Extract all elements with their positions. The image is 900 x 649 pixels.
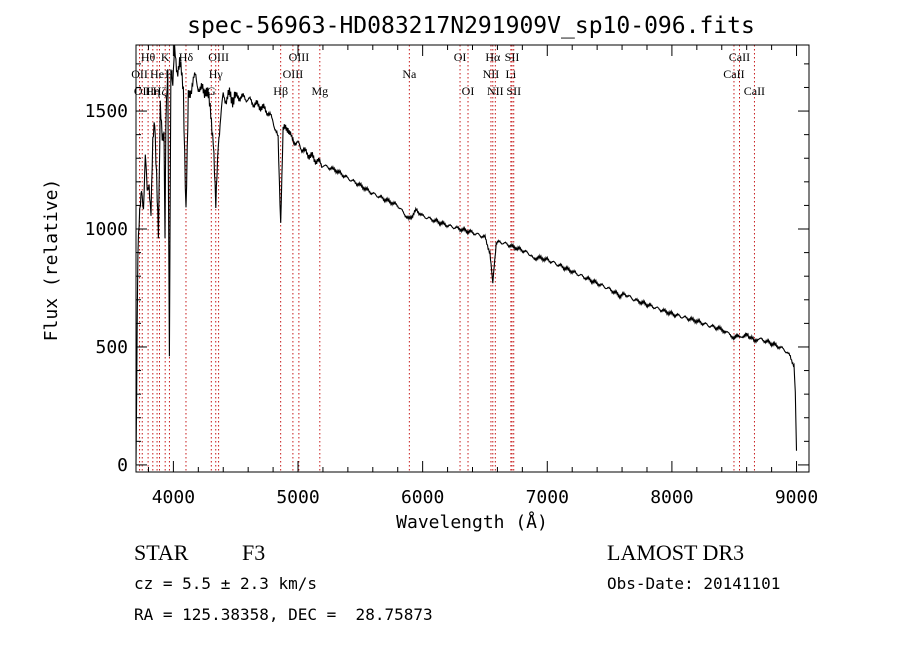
y-axis-label: Flux (relative): [41, 179, 62, 342]
x-tick-label: 4000: [152, 487, 195, 508]
line-label: Hη: [145, 84, 160, 98]
line-label: Li: [506, 67, 517, 81]
line-label: K: [161, 50, 170, 64]
line-label: Hα: [485, 50, 501, 64]
x-axis-ticks: 4000 5000 6000 7000 8000 9000: [147, 45, 818, 508]
line-label: Mg: [311, 84, 328, 98]
spectrum-line: [135, 45, 798, 465]
x-axis-label: Wavelength (Å): [396, 511, 548, 533]
line-label: CaII: [729, 50, 750, 64]
plot-frame: [135, 44, 810, 473]
line-label: Hγ: [209, 67, 224, 81]
line-label: OI: [454, 50, 467, 64]
object-class: STAR: [134, 540, 189, 565]
line-label: Hδ: [179, 50, 194, 64]
line-label: Na: [402, 67, 417, 81]
survey-name: LAMOST DR3: [607, 540, 744, 565]
y-tick-label: 1000: [85, 219, 128, 240]
x-tick-label: 5000: [276, 487, 319, 508]
line-label: NII: [483, 67, 500, 81]
line-label: CaII: [723, 67, 744, 81]
x-tick-label: 6000: [401, 487, 444, 508]
line-label: Hβ: [273, 84, 288, 98]
x-tick-label: 8000: [650, 487, 693, 508]
redshift-text: cz = 5.5 ± 2.3 km/s: [134, 574, 317, 593]
y-axis-ticks: 0 500 1000 1500: [85, 63, 809, 476]
line-label: OIII: [283, 67, 304, 81]
line-markers: [139, 45, 755, 472]
line-label: SII: [506, 84, 521, 98]
line-label: OII: [131, 67, 148, 81]
line-label: He: [150, 67, 164, 81]
line-label: SII: [505, 50, 520, 64]
line-label: Hθ: [141, 50, 156, 64]
line-labels: OIIOIIHθHηHeHζKHHδGHγOIIIHβOIIIOIIIMgNaO…: [131, 50, 765, 98]
y-tick-label: 500: [95, 337, 128, 358]
line-label: NII: [487, 84, 504, 98]
line-label: OIII: [289, 50, 310, 64]
y-tick-label: 1500: [85, 101, 128, 122]
x-tick-label: 9000: [775, 487, 818, 508]
x-tick-label: 7000: [526, 487, 569, 508]
line-label: G: [207, 84, 216, 98]
line-label: CaII: [744, 84, 765, 98]
coordinates-text: RA = 125.38358, DEC = 28.75873: [134, 605, 433, 624]
line-label: H: [165, 67, 174, 81]
line-label: OI: [462, 84, 475, 98]
object-subclass: F3: [242, 540, 265, 565]
line-label: Hζ: [153, 84, 167, 98]
obs-date: Obs-Date: 20141101: [607, 574, 780, 593]
y-tick-label: 0: [117, 455, 128, 476]
chart-title: spec-56963-HD083217N291909V_sp10-096.fit…: [187, 13, 755, 39]
line-label: OIII: [208, 50, 229, 64]
